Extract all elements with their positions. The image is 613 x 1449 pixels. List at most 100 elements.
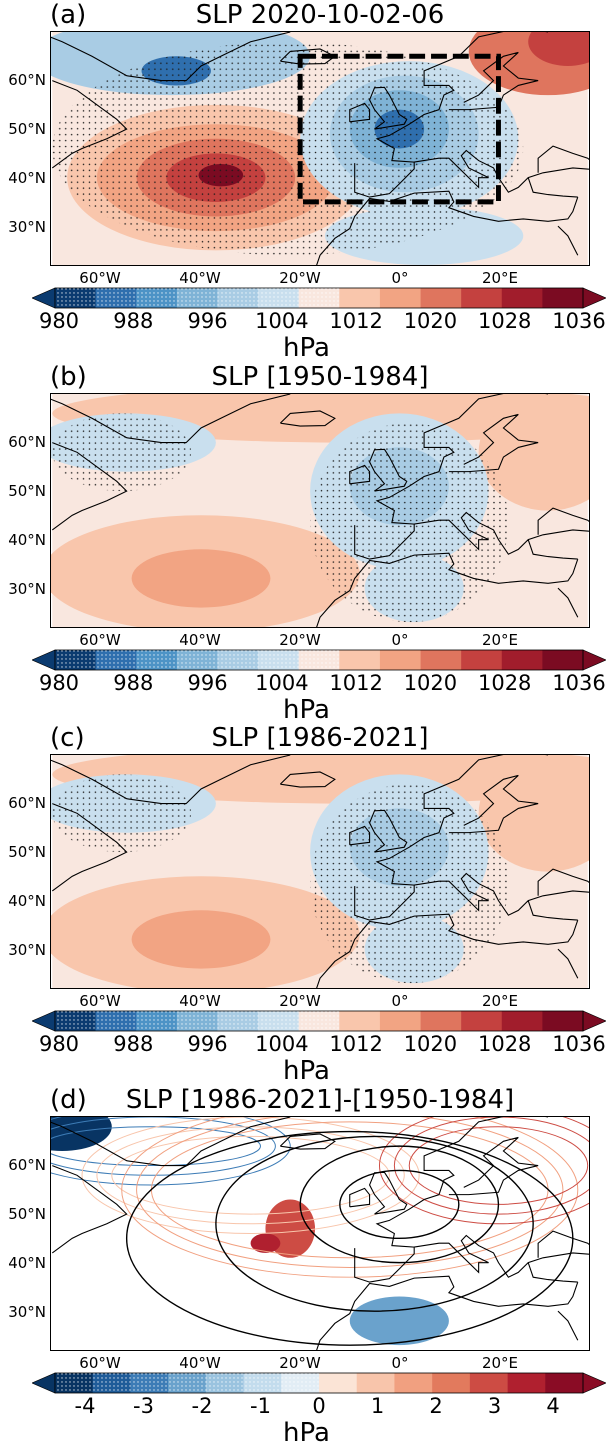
lon-label: 60°W xyxy=(79,631,121,649)
colorbar-segment xyxy=(507,1373,546,1393)
colorbar-tick-label: 1028 xyxy=(477,1032,532,1056)
lat-label: 60°N xyxy=(8,793,46,812)
colorbar-tick-label: 980 xyxy=(38,1032,80,1056)
colorbar xyxy=(32,287,606,309)
colorbar-tick-label: -2 xyxy=(191,1394,213,1418)
colorbar xyxy=(32,1372,606,1394)
colorbar-tick-label: -3 xyxy=(133,1394,154,1418)
colorbar-segment xyxy=(379,1011,421,1031)
high-pressure-contour xyxy=(131,910,271,969)
colorbar-tick-label: 996 xyxy=(187,1032,228,1056)
lon-label: 60°W xyxy=(79,1354,121,1372)
panel-letter: (a) xyxy=(50,0,87,30)
difference-field xyxy=(51,1117,449,1346)
colorbar-tick-label: 1036 xyxy=(552,1032,606,1056)
positive-anomaly-core xyxy=(250,1233,281,1253)
lat-label: 40°N xyxy=(8,530,46,549)
lon-label: 60°W xyxy=(79,269,121,287)
lon-label: 20°W xyxy=(279,1354,321,1372)
colorbar-extend-max xyxy=(582,1010,606,1032)
panel-title: SLP [1950-1984] xyxy=(211,362,429,392)
colorbar-extend-max xyxy=(582,1372,606,1394)
high-pressure-contour xyxy=(131,549,271,608)
lat-label: 30°N xyxy=(8,1302,46,1321)
colorbar-segment xyxy=(469,1373,508,1393)
climatology-contour xyxy=(215,1135,534,1312)
lon-label: 20°E xyxy=(481,631,519,649)
panel-title: SLP [1986-2021]-[1950-1984] xyxy=(125,1085,515,1115)
colorbar-tick-label: 1036 xyxy=(552,671,606,695)
climatology-contour xyxy=(339,1169,460,1240)
lon-label: 40°W xyxy=(179,1354,221,1372)
map-frame xyxy=(50,1116,590,1351)
lon-label: 0° xyxy=(391,992,409,1010)
lon-label: 60°W xyxy=(79,992,121,1010)
lon-label: 20°W xyxy=(279,992,321,1010)
high-pressure-contour xyxy=(478,755,589,872)
colorbar-tick-label: -4 xyxy=(74,1394,96,1418)
colorbar-segment xyxy=(501,650,543,670)
panel-letter: (c) xyxy=(50,723,85,753)
colorbar-tick-label: 1004 xyxy=(255,671,309,695)
anomaly-contour xyxy=(81,1117,420,1234)
colorbar-tick-label: 4 xyxy=(546,1394,560,1418)
colorbar-tick-label: 988 xyxy=(113,671,154,695)
anomaly-contour xyxy=(379,1117,589,1225)
colorbar-tick-label: 1012 xyxy=(329,671,383,695)
colorbar-segment xyxy=(542,288,584,308)
colorbar-tick-label: 1004 xyxy=(255,1032,309,1056)
colorbar-segment xyxy=(542,650,584,670)
panel-d: (d) SLP [1986-2021]-[1950-1984] 60°N 50°N 40… xyxy=(0,1085,613,1448)
colorbar-tick-label: 1020 xyxy=(403,1032,458,1056)
colorbar-tick-label: 2 xyxy=(429,1394,443,1418)
lat-label: 30°N xyxy=(8,217,46,236)
lon-label: 0° xyxy=(391,1354,409,1372)
colorbar-segment xyxy=(461,1011,503,1031)
colorbar-extend-min xyxy=(32,1010,56,1032)
colorbar-extend-max xyxy=(582,649,606,671)
colorbar-segment xyxy=(420,650,462,670)
colorbar-extend-max xyxy=(582,287,606,309)
lat-label: 50°N xyxy=(8,1204,46,1223)
colorbar-segment xyxy=(545,1373,584,1393)
colorbar-extend-min xyxy=(32,649,56,671)
colorbar-segment xyxy=(356,1373,395,1393)
colorbar-tick-label: 988 xyxy=(113,309,154,333)
slp-map xyxy=(51,394,589,627)
lon-label: 20°E xyxy=(481,269,519,287)
coastline xyxy=(51,1117,589,1350)
lon-label: 40°W xyxy=(179,631,221,649)
colorbar-extend-min xyxy=(32,287,56,309)
colorbar-segment xyxy=(394,1373,433,1393)
colorbar-segment xyxy=(461,650,503,670)
high-pressure-contour xyxy=(478,394,589,511)
panel-title: SLP [1986-2021] xyxy=(211,723,429,753)
lat-label: 40°N xyxy=(8,168,46,187)
anomaly-contour xyxy=(121,1117,579,1278)
lat-label: 40°N xyxy=(8,1253,46,1272)
colorbar-tick-label: 996 xyxy=(187,671,228,695)
colorbar-tick-label: 1020 xyxy=(403,309,458,333)
lon-label: 20°W xyxy=(279,631,321,649)
colorbar-tick-label: 996 xyxy=(187,309,228,333)
lat-label: 30°N xyxy=(8,579,46,598)
panel-letter: (b) xyxy=(50,362,87,392)
lon-label: 40°W xyxy=(179,269,221,287)
colorbar-segment xyxy=(379,650,421,670)
anomaly-contour xyxy=(51,1126,261,1167)
colorbar-segment xyxy=(339,288,381,308)
colorbar-segment xyxy=(542,1011,584,1031)
colorbar-tick-label: 3 xyxy=(487,1394,502,1418)
lat-label: 50°N xyxy=(8,119,46,138)
panel-b: (b) SLP [1950-1984] 60°N 50°N 40°N 30°N 60°W 40… xyxy=(0,362,613,725)
lon-label: 20°E xyxy=(481,1354,519,1372)
anomaly-contour xyxy=(393,1117,589,1215)
colorbar-tick-label: 1012 xyxy=(329,1032,383,1056)
lat-label: 50°N xyxy=(8,842,46,861)
slp-map xyxy=(51,32,589,265)
map-frame xyxy=(50,393,590,628)
lon-label: 20°W xyxy=(279,269,321,287)
panel-c: (c) SLP [1986-2021] 60°N 50°N 40°N 30°N 60°W 40… xyxy=(0,723,613,1086)
lon-label: 40°W xyxy=(179,992,221,1010)
colorbar xyxy=(32,649,606,671)
